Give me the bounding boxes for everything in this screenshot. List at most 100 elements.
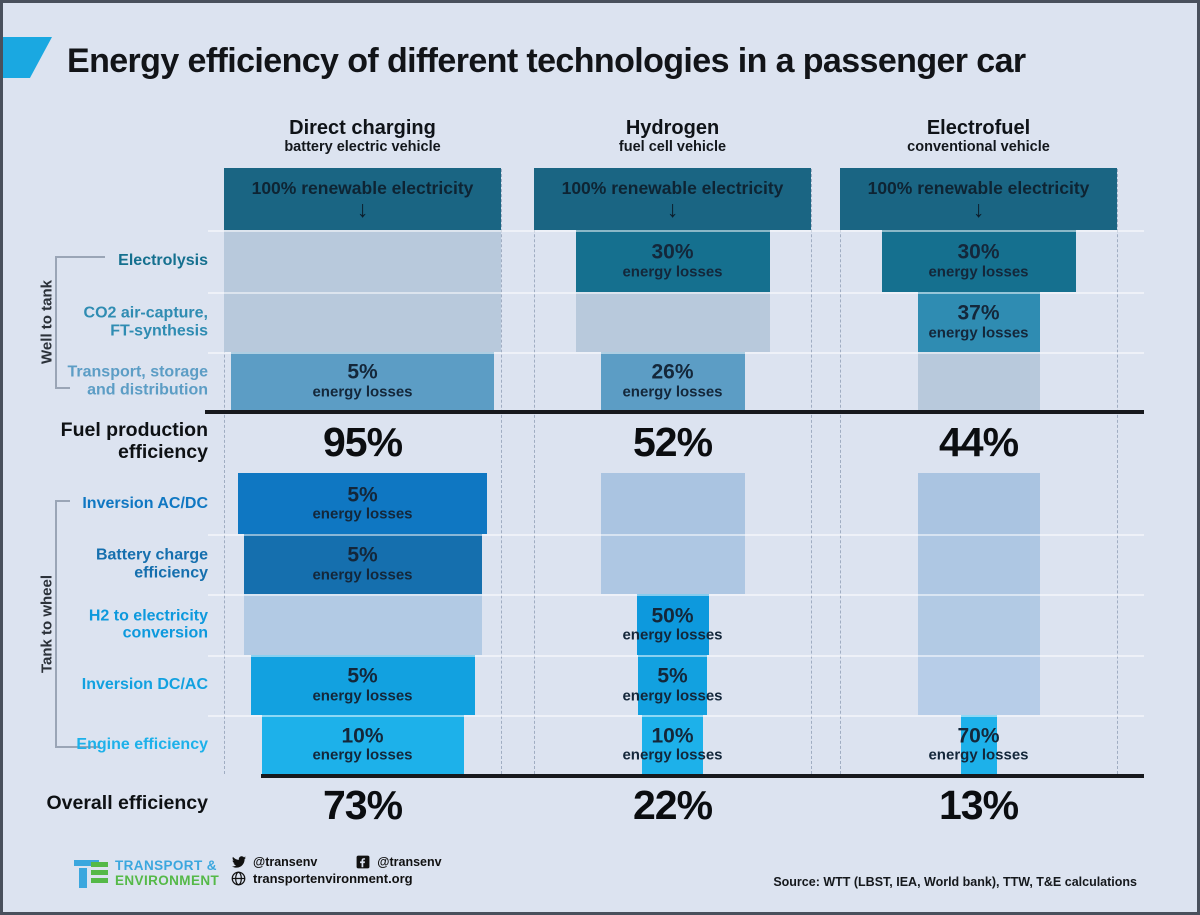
column-guide-line [534, 169, 535, 774]
overall-value-direct-charging: 73% [322, 781, 403, 828]
row-label-engine-efficiency: Engine efficiency [76, 735, 208, 753]
twitter-handle: @transenv [253, 854, 318, 869]
loss-label: 30% energy losses [622, 240, 723, 281]
row-label-battery-charge-efficiency: Battery charge efficiency [95, 546, 208, 581]
bar-direct-charging-co2-air-capture-ft-synthesis [224, 292, 501, 352]
bar-direct-charging-transport-storage-and-distribution: 5% energy losses [231, 352, 494, 410]
fuel-production-value-direct-charging: 95% [322, 418, 403, 465]
overall-divider [261, 774, 1144, 778]
facebook-icon [355, 854, 370, 869]
fuel-production-value-hydrogen: 52% [632, 418, 713, 465]
column-title: Electrofuel [926, 117, 1031, 139]
bar-electrofuel-inversion-ac-dc [917, 473, 1040, 534]
loss-label: 5% energy losses [312, 360, 413, 401]
input-bar-electrofuel: 100% renewable electricity ↓ [840, 168, 1117, 230]
column-title: Hydrogen [625, 117, 720, 139]
bar-electrofuel-engine-efficiency: 70% energy losses [928, 715, 1029, 774]
down-arrow-icon: ↓ [666, 196, 679, 223]
page-title: Energy efficiency of different technolog… [67, 42, 1026, 80]
column-guide-line [224, 169, 225, 774]
bar-electrofuel-battery-charge-efficiency [917, 534, 1040, 594]
loss-label: 5% energy losses [312, 664, 413, 705]
fuel-production-value-electrofuel: 44% [938, 418, 1019, 465]
bar-hydrogen-inversion-ac-dc [600, 473, 745, 534]
loss-label: 10% energy losses [622, 724, 723, 764]
column-header-direct-charging: Direct charging battery electric vehicle [224, 117, 501, 156]
bar-hydrogen-transport-storage-and-distribution: 26% energy losses [600, 352, 745, 410]
logo-e-bar [91, 870, 108, 875]
loss-label: 30% energy losses [928, 240, 1029, 281]
column-guide-line [501, 169, 502, 774]
facebook-handle: @transenv [377, 854, 442, 869]
column-subtitle: conventional vehicle [907, 139, 1050, 155]
fuel-production-divider [205, 410, 1144, 414]
input-label: 100% renewable electricity [867, 178, 1090, 199]
social-row: @transenv @transenv [231, 854, 442, 869]
bar-direct-charging-electrolysis [224, 230, 501, 292]
column-subtitle: battery electric vehicle [284, 139, 441, 155]
transport-environment-logo [74, 859, 110, 889]
org-name-line2: ENVIRONMENT [115, 873, 220, 888]
loss-label: 5% energy losses [312, 543, 413, 584]
loss-label: 37% energy losses [928, 301, 1029, 342]
source-note: Source: WTT (LBST, IEA, World bank), TTW… [773, 875, 1137, 889]
loss-label: 5% energy losses [312, 483, 413, 523]
loss-label: 50% energy losses [622, 604, 723, 644]
row-label-inversion-dc-ac: Inversion DC/AC [81, 676, 208, 694]
bar-hydrogen-h2-to-electricity-conversion: 50% energy losses [622, 594, 723, 655]
logo-t-bar [74, 860, 99, 866]
globe-icon [231, 871, 246, 886]
column-guide-line [840, 169, 841, 774]
bar-hydrogen-inversion-dc-ac: 5% energy losses [622, 655, 723, 715]
twitter-icon [231, 854, 246, 869]
bar-electrofuel-co2-air-capture-ft-synthesis: 37% energy losses [917, 292, 1040, 352]
row-separator-line [208, 230, 1144, 232]
fuel-production-efficiency-label: Fuel production efficiency [60, 419, 208, 463]
row-separator-line [208, 655, 1144, 657]
loss-label: 26% energy losses [622, 360, 723, 401]
down-arrow-icon: ↓ [972, 196, 985, 223]
input-label: 100% renewable electricity [251, 178, 474, 199]
column-guide-line [1117, 169, 1118, 774]
tank-to-wheel-bracket-stub [55, 746, 100, 748]
logo-e-bar [91, 862, 108, 867]
accent-shape [3, 37, 52, 78]
column-subtitle: fuel cell vehicle [618, 139, 727, 155]
loss-label: 10% energy losses [312, 724, 413, 764]
bar-hydrogen-engine-efficiency: 10% energy losses [622, 715, 723, 774]
row-label-transport-storage-and-distribution: Transport, storage and distribution [67, 363, 208, 398]
column-header-electrofuel: Electrofuel conventional vehicle [840, 117, 1117, 156]
bar-direct-charging-h2-to-electricity-conversion [243, 594, 482, 655]
row-separator-line [208, 292, 1144, 294]
bar-hydrogen-battery-charge-efficiency [600, 534, 745, 594]
bar-direct-charging-inversion-dc-ac: 5% energy losses [250, 655, 475, 715]
row-label-electrolysis: Electrolysis [118, 252, 208, 270]
website-row: transportenvironment.org [231, 871, 413, 886]
overall-efficiency-label: Overall efficiency [46, 792, 208, 815]
down-arrow-icon: ↓ [356, 196, 369, 223]
bar-hydrogen-co2-air-capture-ft-synthesis [575, 292, 770, 352]
loss-label: 70% energy losses [928, 724, 1029, 764]
bar-electrofuel-h2-to-electricity-conversion [917, 594, 1040, 655]
column-title: Direct charging [289, 117, 436, 139]
input-label: 100% renewable electricity [561, 178, 784, 199]
org-name-line1: TRANSPORT & [115, 858, 217, 873]
column-guide-line [811, 169, 812, 774]
overall-value-electrofuel: 13% [938, 781, 1019, 828]
bar-electrofuel-electrolysis: 30% energy losses [881, 230, 1076, 292]
input-bar-direct-charging: 100% renewable electricity ↓ [224, 168, 501, 230]
input-bar-hydrogen: 100% renewable electricity ↓ [534, 168, 811, 230]
bar-direct-charging-battery-charge-efficiency: 5% energy losses [243, 534, 482, 594]
loss-label: 5% energy losses [622, 664, 723, 705]
row-separator-line [208, 715, 1144, 717]
logo-t-stem [79, 868, 87, 888]
row-separator-line [208, 352, 1144, 354]
logo-e-bar [91, 878, 108, 883]
bar-direct-charging-inversion-ac-dc: 5% energy losses [238, 473, 487, 534]
website-url: transportenvironment.org [253, 871, 413, 886]
bar-hydrogen-electrolysis: 30% energy losses [575, 230, 770, 292]
bar-direct-charging-engine-efficiency: 10% energy losses [261, 715, 464, 774]
bar-electrofuel-transport-storage-and-distribution [917, 352, 1040, 410]
overall-value-hydrogen: 22% [632, 781, 713, 828]
